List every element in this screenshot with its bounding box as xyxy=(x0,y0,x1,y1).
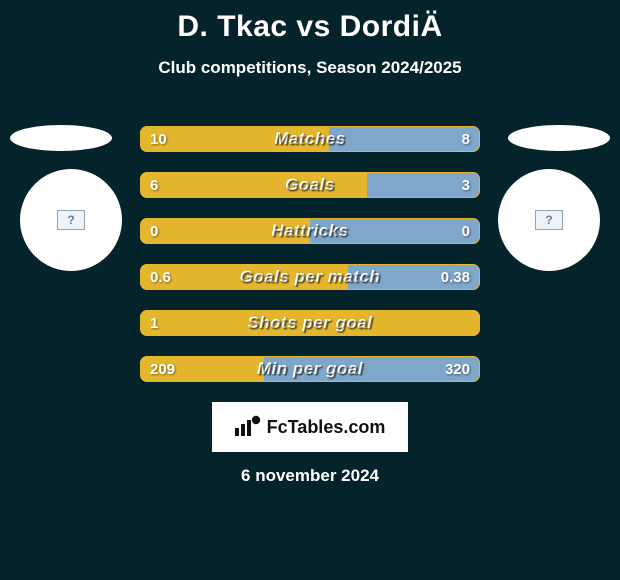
stat-label: MatchesMatches xyxy=(140,126,480,152)
date-caption: 6 november 2024 xyxy=(0,466,620,486)
stat-row: Min per goalMin per goal209 320 xyxy=(140,356,480,382)
stat-row: Shots per goalShots per goal1 xyxy=(140,310,480,336)
stat-label: Shots per goalShots per goal xyxy=(140,310,480,336)
page-subtitle: Club competitions, Season 2024/2025 xyxy=(0,58,620,78)
stat-value-left: 209 xyxy=(150,356,175,382)
stat-value-left: 10 xyxy=(150,126,167,152)
player-right-avatar: ? xyxy=(498,169,600,271)
stat-value-left: 6 xyxy=(150,172,158,198)
stat-row: HattricksHattricks0 0 xyxy=(140,218,480,244)
stat-row: MatchesMatches10 8 xyxy=(140,126,480,152)
stat-value-left: 0.6 xyxy=(150,264,171,290)
stat-value-right: 320 xyxy=(445,356,470,382)
stat-value-left: 1 xyxy=(150,310,158,336)
stat-value-left: 0 xyxy=(150,218,158,244)
stat-value-right: 3 xyxy=(462,172,470,198)
brand-text: FcTables.com xyxy=(267,417,386,438)
player-left-avatar: ? xyxy=(20,169,122,271)
player-left-base xyxy=(10,125,112,151)
stat-label: GoalsGoals xyxy=(140,172,480,198)
stat-label: HattricksHattricks xyxy=(140,218,480,244)
stat-row: Goals per matchGoals per match0.6 0.38 xyxy=(140,264,480,290)
player-right-base xyxy=(508,125,610,151)
stat-value-right: 8 xyxy=(462,126,470,152)
stat-label: Min per goalMin per goal xyxy=(140,356,480,382)
flag-placeholder-icon: ? xyxy=(535,210,563,230)
stats-bars: MatchesMatches108GoalsGoals63HattricksHa… xyxy=(140,126,480,382)
stat-value-right: 0.38 xyxy=(441,264,470,290)
stat-label: Goals per matchGoals per match xyxy=(140,264,480,290)
bars-ball-icon xyxy=(235,414,261,441)
flag-placeholder-icon: ? xyxy=(57,210,85,230)
stat-row: GoalsGoals6 3 xyxy=(140,172,480,198)
brand-badge: FcTables.com xyxy=(212,402,408,452)
stat-value-right: 0 xyxy=(462,218,470,244)
page-title: D. Tkac vs DordiÄ xyxy=(0,0,620,44)
